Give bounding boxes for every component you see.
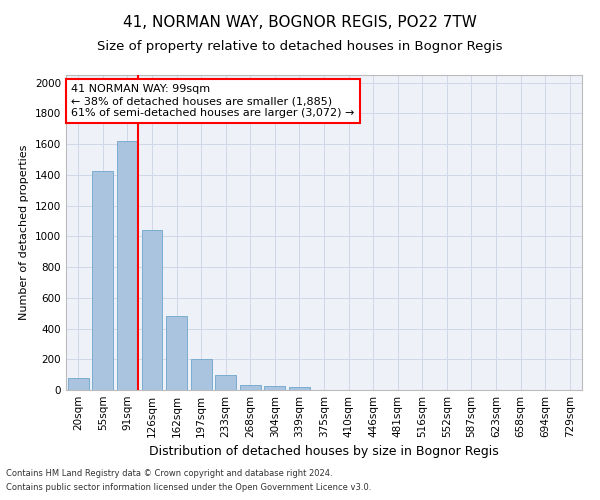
Text: Contains public sector information licensed under the Open Government Licence v3: Contains public sector information licen…: [6, 484, 371, 492]
X-axis label: Distribution of detached houses by size in Bognor Regis: Distribution of detached houses by size …: [149, 446, 499, 458]
Bar: [142, 230, 163, 390]
Bar: [191, 360, 212, 390]
Text: Contains HM Land Registry data © Crown copyright and database right 2024.: Contains HM Land Registry data © Crown c…: [6, 468, 332, 477]
Text: Size of property relative to detached houses in Bognor Regis: Size of property relative to detached ho…: [97, 40, 503, 53]
Bar: [289, 387, 310, 390]
Bar: [68, 378, 89, 390]
Bar: [117, 141, 138, 390]
Bar: [265, 386, 286, 390]
Bar: [240, 384, 261, 390]
Y-axis label: Number of detached properties: Number of detached properties: [19, 145, 29, 320]
Bar: [92, 171, 113, 390]
Text: 41, NORMAN WAY, BOGNOR REGIS, PO22 7TW: 41, NORMAN WAY, BOGNOR REGIS, PO22 7TW: [123, 15, 477, 30]
Bar: [166, 316, 187, 390]
Text: 41 NORMAN WAY: 99sqm
← 38% of detached houses are smaller (1,885)
61% of semi-de: 41 NORMAN WAY: 99sqm ← 38% of detached h…: [71, 84, 355, 117]
Bar: [215, 374, 236, 390]
